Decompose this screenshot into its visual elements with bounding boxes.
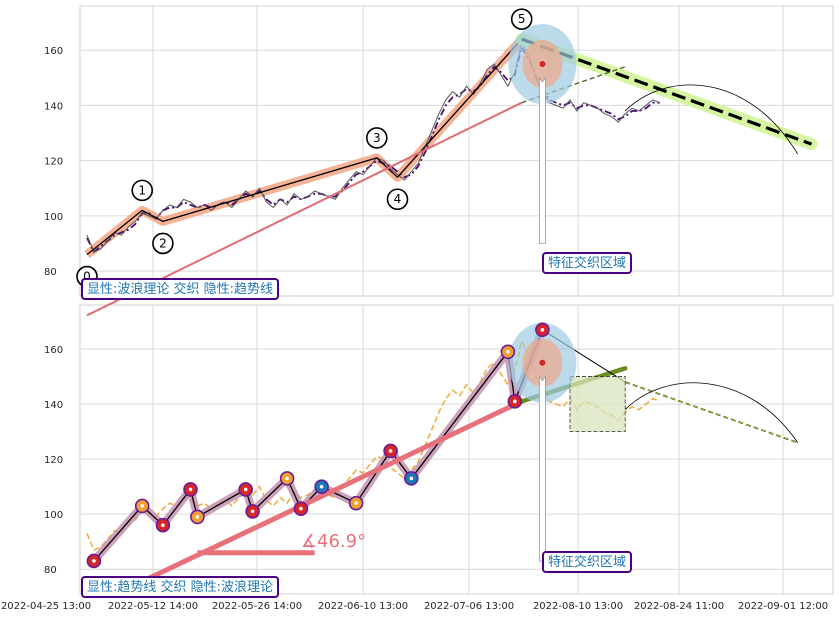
- annotation-box-bottom: 显性:趋势线 交织 隐性:波浪理论: [81, 576, 280, 598]
- forecast-arc-bottom: [624, 382, 799, 443]
- pivot-marker-dot-0: [92, 559, 96, 563]
- forecast-arc-top: [624, 84, 799, 155]
- wave-point-1: [131, 179, 153, 202]
- hot-zone-center: [539, 61, 546, 67]
- x-tick-label-6: 2022-08-24 11:00: [634, 601, 724, 612]
- wave-label-4: 4: [394, 192, 402, 206]
- wave-label-5: 5: [518, 12, 526, 26]
- x-tick-label-4: 2022-07-06 13:00: [424, 601, 514, 612]
- y-tick-label-top-4: 160: [44, 46, 63, 57]
- annotation-box-top-frame: [81, 278, 280, 300]
- pivot-line: [93, 329, 544, 562]
- annotation-box-top: 显性:波浪理论 交织 隐性:趋势线: [81, 278, 280, 300]
- pivot-marker-dot-4: [195, 515, 200, 519]
- y-tick-label-bot-2: 120: [44, 455, 63, 466]
- pivot-marker-dot-11: [388, 449, 393, 453]
- x-tick-label-3: 2022-06-10 13:00: [318, 601, 408, 612]
- trend-line-up-bottom: [119, 398, 525, 594]
- x-tick-label-2: 2022-05-26 14:00: [212, 601, 302, 612]
- x-tick-label-0: 2022-04-25 13:00: [1, 601, 91, 612]
- pivot-marker-dot-12: [409, 476, 414, 481]
- annotation-box-bottom-text: 显性:趋势线 交织 隐性:波浪理论: [87, 579, 273, 595]
- pivot-marker-dot-8: [299, 506, 303, 511]
- angle-label: ∡46.9°: [301, 531, 366, 552]
- zone-label-bottom: 特征交织区域: [542, 551, 633, 573]
- pivot-marker-dot-10: [354, 501, 358, 505]
- pivot-marker-dot-3: [188, 487, 193, 492]
- pivot-marker-dot-7: [285, 476, 289, 481]
- y-tick-label-bot-1: 100: [44, 510, 63, 521]
- trend-line-down-forecast-hl: [625, 381, 798, 443]
- y-tick-label-top-2: 120: [44, 157, 63, 168]
- zone-label-top-frame: [542, 252, 633, 274]
- pivot-marker-dot-15: [540, 327, 545, 332]
- plot-area-bot: [79, 304, 834, 595]
- wave-label-1: 1: [138, 183, 146, 197]
- pivot-marker-dot-9: [319, 484, 324, 489]
- x-tick-label-7: 2022-09-01 12:00: [738, 601, 828, 612]
- wave-point-5: [510, 8, 533, 30]
- wave-label-0: 0: [83, 270, 91, 284]
- y-tick-label-top-0: 80: [44, 267, 57, 278]
- zone-label-top-text: 特征交织区域: [548, 255, 626, 271]
- zone-arrow-top: [539, 76, 546, 244]
- pivot-marker-dot-5: [243, 487, 248, 492]
- pivot-marker-dot-2: [161, 523, 165, 527]
- zone-label-bottom-frame: [542, 551, 633, 573]
- pivot-marker-dot-14: [513, 399, 517, 404]
- wave-point-4: [386, 188, 409, 211]
- zone-label-top: 特征交织区域: [542, 252, 633, 274]
- plot-area-top: [79, 5, 834, 297]
- wave-point-3: [365, 127, 388, 149]
- zone-label-bottom-text: 特征交织区域: [548, 554, 626, 570]
- wave-point-2: [152, 232, 174, 255]
- pivot-marker-dot-6: [250, 509, 255, 514]
- y-tick-label-bot-4: 160: [44, 345, 63, 356]
- x-tick-label-5: 2022-08-10 13:00: [533, 601, 623, 612]
- annotation-box-bottom-frame: [81, 576, 280, 598]
- series-dashdot: [86, 45, 660, 254]
- wave-label-2: 2: [159, 236, 167, 250]
- y-tick-label-bot-0: 80: [44, 565, 57, 576]
- y-tick-label-bot-3: 140: [44, 400, 63, 411]
- zone-arrow-bottom: [539, 375, 546, 562]
- consolidation-box: [569, 376, 626, 433]
- y-tick-label-top-3: 140: [44, 101, 63, 112]
- wave-label-3: 3: [373, 131, 381, 145]
- x-tick-label-1: 2022-05-12 14:00: [108, 601, 198, 612]
- annotation-box-top-text: 显性:波浪理论 交织 隐性:趋势线: [87, 281, 273, 297]
- pivot-marker-dot-1: [140, 504, 144, 508]
- y-tick-label-top-1: 100: [44, 212, 63, 223]
- pivot-marker-dot-13: [506, 349, 510, 354]
- hot-zone-center-bottom: [539, 359, 546, 366]
- series-price: [86, 40, 660, 253]
